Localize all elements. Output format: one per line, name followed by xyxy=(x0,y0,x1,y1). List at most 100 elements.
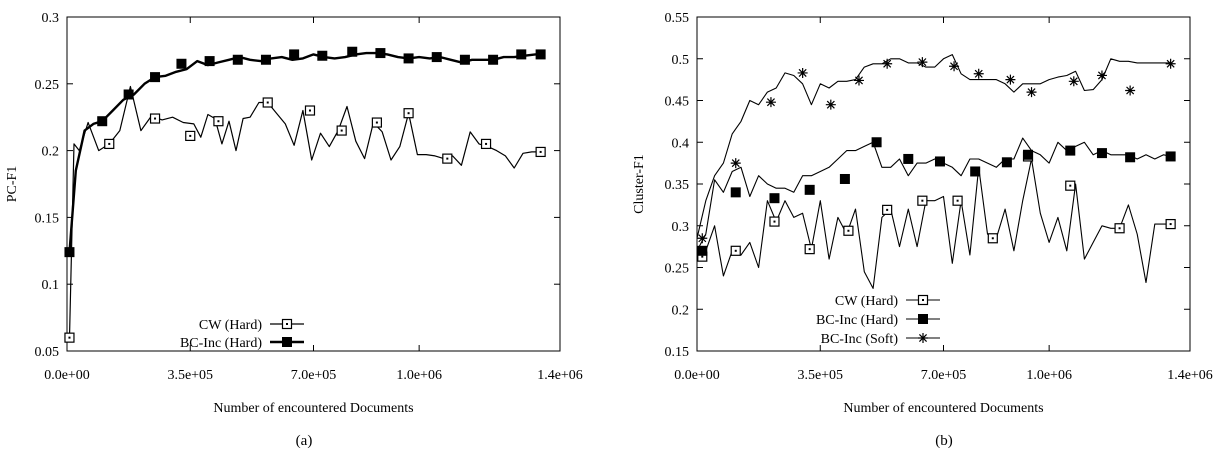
series-marker-dot xyxy=(407,112,410,115)
panel-caption: (a) xyxy=(296,433,313,449)
series-marker xyxy=(825,99,836,110)
series-marker-dot xyxy=(68,336,71,339)
series-marker xyxy=(431,52,442,63)
x-tick-label: 0.0e+00 xyxy=(674,368,720,383)
series-marker-dot xyxy=(539,150,542,153)
panel-caption: (b) xyxy=(935,433,953,449)
plot-frame xyxy=(66,16,561,352)
x-tick-label: 7.0e+05 xyxy=(291,368,337,383)
series-marker xyxy=(797,67,808,78)
series-marker-dot xyxy=(189,134,192,137)
series-1 xyxy=(64,85,546,343)
y-tick-label: 0.55 xyxy=(665,11,690,26)
series-marker xyxy=(1125,152,1136,163)
y-tick-label: 0.05 xyxy=(35,345,60,360)
series-marker xyxy=(765,97,776,108)
series-marker xyxy=(317,50,328,61)
series-marker xyxy=(804,184,815,195)
y-axis-title: PC-F1 xyxy=(5,166,20,203)
series-marker xyxy=(1068,76,1079,87)
x-tick-label: 0.0e+00 xyxy=(44,368,90,383)
legend-label: BC-Inc (Hard) xyxy=(180,336,262,351)
series-marker-dot xyxy=(485,142,488,145)
series-marker xyxy=(697,245,708,256)
chart-panel-b: 0.15 0.2 0.25 0.3 0.35 0.4 0.45 0.5 0.55 0.0e+00 3… xyxy=(632,11,1213,449)
y-tick-label: 0.4 xyxy=(672,136,690,151)
series-marker xyxy=(150,72,161,83)
y-tick-label: 0.15 xyxy=(35,211,60,226)
series-3 xyxy=(696,54,1176,244)
y-tick-label: 0.2 xyxy=(42,145,60,160)
series-1 xyxy=(696,151,1176,289)
series-marker xyxy=(347,46,358,57)
x-axis-title: Number of encountered Documents xyxy=(213,401,413,416)
series-marker-dot xyxy=(1118,227,1121,230)
x-tick-label: 3.5e+05 xyxy=(797,368,843,383)
series-marker xyxy=(123,89,134,100)
series-marker-dot xyxy=(701,255,704,258)
series-line xyxy=(696,54,1171,239)
series-marker xyxy=(516,49,527,60)
series-marker xyxy=(697,233,708,244)
legend-marker-dot xyxy=(922,299,924,301)
series-marker xyxy=(289,49,300,60)
series-marker xyxy=(934,156,945,167)
y-tick-label: 0.1 xyxy=(42,278,60,293)
series-marker xyxy=(917,57,928,68)
series-marker-dot xyxy=(308,109,311,112)
series-line xyxy=(696,158,1171,289)
series-marker xyxy=(973,68,984,79)
x-tick-label: 1.0e+06 xyxy=(396,368,442,383)
legend-marker-dot xyxy=(286,323,288,325)
series-marker xyxy=(970,166,981,177)
series-marker-dot xyxy=(375,121,378,124)
series-marker-dot xyxy=(991,237,994,240)
series-marker xyxy=(488,54,499,65)
y-tick-label: 0.25 xyxy=(35,78,60,93)
series-marker xyxy=(1125,85,1136,96)
y-tick-label: 0.15 xyxy=(665,345,690,360)
x-tick-label: 7.0e+05 xyxy=(921,368,967,383)
series-marker xyxy=(535,49,546,60)
series-marker xyxy=(1096,70,1107,81)
chart-panel-a: 0.05 0.1 0.15 0.2 0.25 0.3 0.0e+00 3.5e+05 7.0e+… xyxy=(5,11,583,449)
series-2 xyxy=(696,137,1176,256)
series-marker xyxy=(839,173,850,184)
x-tick-label: 1.0e+06 xyxy=(1026,368,1072,383)
legend-label: BC-Inc (Soft) xyxy=(821,332,899,347)
x-axis-title: Number of encountered Documents xyxy=(843,401,1043,416)
series-marker-dot xyxy=(154,117,157,120)
series-line xyxy=(67,85,541,339)
y-tick-label: 0.5 xyxy=(672,53,690,68)
series-marker-dot xyxy=(266,101,269,104)
legend-marker xyxy=(282,337,292,347)
series-marker-dot xyxy=(956,199,959,202)
series-marker xyxy=(176,58,187,69)
series-marker xyxy=(1001,157,1012,168)
series-marker-dot xyxy=(1169,223,1172,226)
legend-label: BC-Inc (Hard) xyxy=(816,313,898,328)
series-marker xyxy=(1165,58,1176,69)
series-marker xyxy=(1023,149,1034,160)
series-marker-dot xyxy=(808,248,811,251)
y-axis-title: Cluster-F1 xyxy=(632,154,647,214)
series-marker xyxy=(1096,148,1107,159)
series-marker-dot xyxy=(446,157,449,160)
series-marker xyxy=(730,187,741,198)
series-marker-dot xyxy=(108,142,111,145)
x-tick-label: 3.5e+05 xyxy=(167,368,213,383)
legend-label: CW (Hard) xyxy=(199,318,262,333)
legend-label: CW (Hard) xyxy=(835,294,898,309)
series-marker xyxy=(871,137,882,148)
series-marker xyxy=(1005,74,1016,85)
series-marker xyxy=(64,247,75,258)
series-marker xyxy=(882,58,893,69)
x-tick-label: 1.4e+06 xyxy=(537,368,583,383)
series-marker xyxy=(1165,151,1176,162)
series-marker-dot xyxy=(921,199,924,202)
series-marker-dot xyxy=(340,129,343,132)
series-marker xyxy=(1065,145,1076,156)
series-marker xyxy=(97,116,108,127)
series-marker xyxy=(375,48,386,59)
